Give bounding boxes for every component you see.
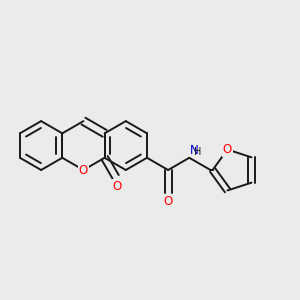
Text: O: O <box>79 164 88 176</box>
Text: O: O <box>223 143 232 156</box>
Text: N: N <box>190 144 199 157</box>
Text: O: O <box>112 180 122 193</box>
Text: H: H <box>194 147 202 157</box>
Text: O: O <box>164 195 173 208</box>
